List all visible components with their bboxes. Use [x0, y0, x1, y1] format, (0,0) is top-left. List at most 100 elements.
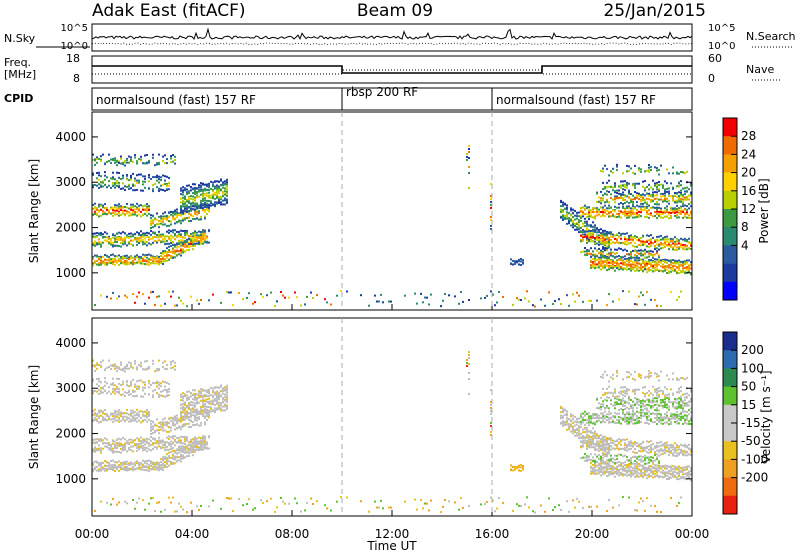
data-cell	[684, 270, 686, 273]
data-cell	[602, 471, 604, 474]
data-cell	[684, 260, 686, 263]
data-cell	[136, 231, 138, 234]
data-cell	[158, 236, 160, 239]
data-cell	[154, 468, 156, 471]
data-cell	[142, 243, 144, 246]
data-cell	[162, 258, 164, 261]
data-cell	[578, 215, 580, 218]
data-cell	[582, 437, 584, 440]
data-cell	[100, 243, 102, 246]
data-cell	[678, 172, 680, 175]
data-cell	[226, 183, 228, 186]
data-cell	[160, 188, 162, 191]
data-cell	[680, 245, 682, 248]
data-cell	[128, 367, 130, 370]
data-cell	[664, 211, 666, 214]
data-cell	[630, 475, 632, 478]
data-cell	[644, 469, 646, 472]
data-cell	[106, 209, 108, 211]
data-cell	[160, 260, 162, 263]
data-cell	[658, 254, 660, 257]
data-cell	[130, 380, 132, 383]
data-cell	[640, 264, 642, 267]
data-cell	[672, 248, 674, 251]
colorbar-tick-label: 16	[741, 184, 756, 198]
data-cell	[114, 182, 116, 184]
data-cell	[182, 230, 184, 232]
data-cell	[368, 304, 370, 307]
data-cell	[142, 241, 144, 244]
data-cell	[604, 215, 606, 218]
data-cell	[602, 473, 604, 476]
data-cell	[106, 461, 108, 464]
data-cell	[634, 261, 636, 264]
data-cell	[648, 209, 650, 212]
data-cell	[638, 266, 640, 269]
data-cell	[98, 389, 100, 392]
data-cell	[144, 208, 146, 211]
data-cell	[202, 405, 204, 408]
data-cell	[120, 178, 122, 180]
data-cell	[226, 389, 228, 392]
data-cell	[626, 240, 628, 243]
data-cell	[200, 199, 202, 202]
data-cell	[94, 448, 96, 450]
data-cell	[162, 155, 164, 158]
data-cell	[622, 206, 624, 209]
data-cell	[146, 210, 148, 213]
data-cell	[134, 360, 136, 363]
data-cell	[178, 230, 180, 233]
data-cell	[628, 216, 630, 219]
data-cell	[624, 240, 626, 243]
data-cell	[674, 260, 676, 263]
data-cell	[120, 384, 122, 386]
data-cell	[202, 403, 204, 406]
data-cell	[604, 211, 606, 214]
data-cell	[594, 224, 596, 227]
data-cell	[160, 240, 162, 243]
data-cell	[180, 205, 182, 208]
data-cell	[94, 240, 96, 243]
freq-label-line1: Freq.	[4, 56, 31, 69]
data-cell	[600, 256, 602, 259]
data-cell	[150, 243, 152, 246]
data-cell	[630, 207, 632, 210]
data-cell	[620, 216, 622, 219]
data-cell	[664, 475, 666, 478]
data-cell	[114, 389, 116, 392]
data-cell	[652, 188, 654, 191]
data-cell	[196, 408, 198, 411]
data-cell	[664, 190, 666, 193]
data-cell	[142, 420, 144, 423]
data-cell	[158, 220, 160, 223]
data-cell	[218, 200, 220, 203]
data-cell	[608, 448, 610, 451]
data-cell	[582, 431, 584, 434]
data-cell	[596, 299, 598, 302]
data-cell	[104, 369, 106, 372]
data-cell	[680, 264, 682, 266]
data-cell	[200, 447, 202, 450]
data-cell	[174, 456, 176, 459]
data-cell	[686, 196, 688, 198]
data-cell	[642, 193, 644, 196]
data-cell	[202, 235, 204, 238]
data-cell	[574, 431, 576, 433]
data-cell	[190, 208, 192, 211]
data-cell	[606, 247, 608, 250]
data-cell	[172, 453, 174, 456]
data-cell	[202, 394, 204, 397]
data-cell	[578, 228, 580, 231]
data-cell	[680, 244, 682, 247]
data-cell	[618, 242, 620, 245]
data-cell	[628, 261, 630, 264]
data-cell	[184, 446, 186, 449]
data-cell	[134, 385, 136, 388]
data-cell	[222, 401, 224, 404]
data-cell	[130, 463, 132, 466]
data-cell	[200, 182, 202, 185]
data-cell	[592, 211, 594, 214]
data-cell	[192, 243, 194, 246]
data-cell	[592, 470, 594, 473]
data-cell	[170, 255, 172, 257]
